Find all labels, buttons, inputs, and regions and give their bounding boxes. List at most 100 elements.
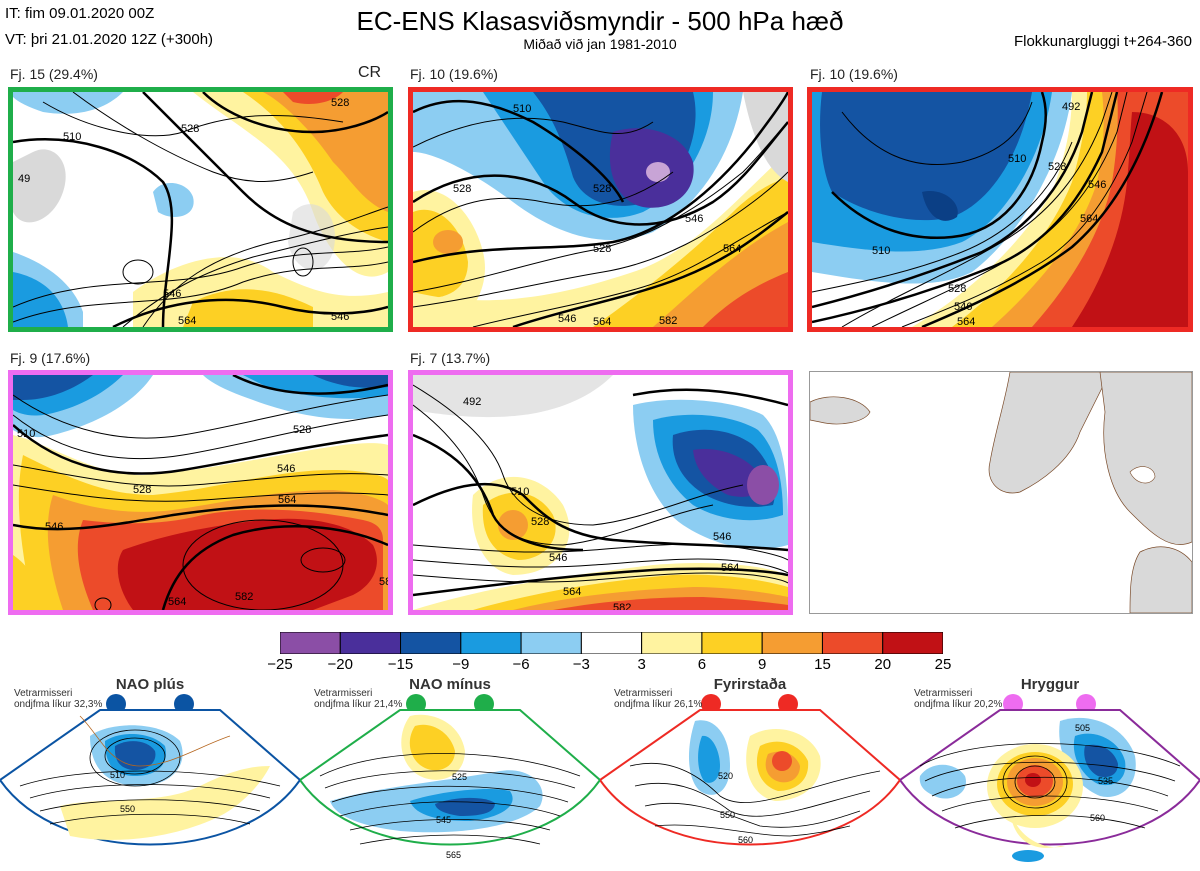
regime-nao-plus: NAO plús Vetrarmisseri ondjfma líkur 32,… [0,676,300,871]
contour-label: 546 [331,311,349,323]
contour-label: 582 [659,315,677,327]
colorbar-segment [460,632,522,654]
regime-blocking: Fyrirstaða Vetrarmisseri ondjfma líkur 2… [600,676,900,871]
page-subtitle: Miðað við jan 1981-2010 [523,36,677,52]
regime-note: Vetrarmisseri ondjfma líkur 32,3% [14,688,103,710]
contour-label: 546 [713,531,731,543]
contour-label: 582 [613,602,631,610]
regime-ridge: Hryggur Vetrarmisseri ondjfma líkur 20,2… [900,676,1200,871]
colorbar-segment [821,632,884,654]
regime-note: Vetrarmisseri ondjfma líkur 21,4% [314,688,403,710]
cluster-map-1: 528 510 528 546 546 49 564 [8,87,393,332]
colorbar-segment [339,632,402,654]
cluster-map-5: 492 510 528 546 546 564 564 582 [408,370,793,615]
contour-label: 546 [45,521,63,533]
colorbar-tick-label: 20 [874,656,892,673]
colorbar-segment [761,632,823,654]
contour-label: 528 [181,123,199,135]
contour-label: 545 [436,815,451,825]
contour-label: 564 [278,494,296,506]
contour-label: 564 [721,562,739,574]
contour-label: 49 [18,173,30,185]
cluster-map-2: 510 528 528 546 546 564 564 528 582 [408,87,793,332]
contour-label: 565 [446,850,461,860]
colorbar-tick-label: −9 [452,656,470,673]
regime-title: NAO plús [115,676,185,693]
contour-label: 564 [178,315,196,327]
init-time: IT: fim 09.01.2020 00Z [5,5,155,22]
contour-label: 560 [738,835,753,845]
contour-label: 510 [17,428,35,440]
panel-3-label: Fj. 10 (19.6%) [810,66,898,82]
colorbar-tick-label: −3 [572,656,590,673]
regime-nao-minus: NAO mínus Vetrarmisseri ondjfma líkur 21… [300,676,600,871]
valid-time: VT: þri 21.01.2020 12Z (+300h) [5,31,214,48]
contour-label: 528 [593,243,611,255]
contour-label: 492 [1062,101,1080,113]
contour-label: 582 [379,576,388,588]
colorbar-tick-label: 6 [697,656,707,673]
contour-label: 510 [110,770,125,780]
colorbar-tick-label: 25 [934,656,952,673]
colorbar-segment [701,632,763,654]
contour-label: 528 [331,97,349,109]
contour-label: 546 [163,288,181,300]
contour-label: 550 [120,804,135,814]
colorbar-segment [400,632,462,654]
contour-label: 528 [948,283,966,295]
page-title: EC-ENS Klasasviðsmyndir - 500 hPa hæð [356,6,844,36]
panel-4-label: Fj. 9 (17.6%) [10,350,91,366]
contour-label: 546 [1088,179,1106,191]
panel-2-label: Fj. 10 (19.6%) [410,66,498,82]
colorbar-segment [280,632,341,654]
colorbar-tick-label: −20 [327,656,353,673]
panel-1-label: Fj. 15 (29.4%) [10,66,98,82]
contour-label: 550 [720,810,735,820]
colorbar: −25 −20 −15 −9 −6 −3 3 6 9 15 20 25 [267,632,951,673]
contour-label: 528 [453,183,471,195]
contour-label: 564 [957,316,975,327]
colorbar-tick-label: −25 [267,656,293,673]
regime-title: Hryggur [1020,676,1080,693]
colorbar-segment [580,632,643,654]
regime-note: Vetrarmisseri ondjfma líkur 26,1% [614,688,703,710]
colorbar-tick-label: 15 [814,656,831,673]
panel-1-tag: CR [358,64,382,81]
cluster-map-3: 492 510 528 546 564 510 528 546 564 [807,87,1193,332]
contour-label: 505 [1075,723,1090,733]
contour-label: 546 [549,552,567,564]
base-map-empty [809,371,1193,614]
contour-label: 564 [563,586,581,598]
contour-label: 528 [593,183,611,195]
colorbar-tick-label: −6 [512,656,530,673]
regime-note: Vetrarmisseri ondjfma líkur 20,2% [914,688,1003,710]
contour-label: 510 [513,103,531,115]
contour-label: 546 [558,313,576,325]
contour-label: 520 [718,771,733,781]
contour-label: 510 [511,486,529,498]
contour-label: 582 [235,591,253,603]
regime-title: NAO mínus [409,676,491,693]
contour-label: 510 [872,245,890,257]
contour-label: 510 [1008,153,1026,165]
contour-label: 560 [1090,813,1105,823]
colorbar-tick-label: 3 [637,656,646,673]
contour-label: 510 [63,131,81,143]
contour-label: 546 [685,213,703,225]
contour-label: 528 [531,516,549,528]
classification-window: Flokkunargluggi t+264-360 [1013,33,1192,50]
contour-label: 535 [1098,776,1113,786]
contour-label: 528 [293,424,311,436]
contour-label: 525 [452,772,467,782]
contour-label: 546 [954,301,972,313]
contour-label: 564 [723,243,741,255]
regime-title: Fyrirstaða [713,676,787,693]
colorbar-segment [641,632,703,654]
contour-label: 528 [1048,161,1066,173]
colorbar-tick-label: 9 [758,656,767,673]
colorbar-tick-label: −15 [387,656,414,673]
contour-label: 492 [463,396,481,408]
contour-label: 564 [1080,213,1098,225]
colorbar-segment [882,632,943,654]
contour-label: 564 [168,596,186,608]
